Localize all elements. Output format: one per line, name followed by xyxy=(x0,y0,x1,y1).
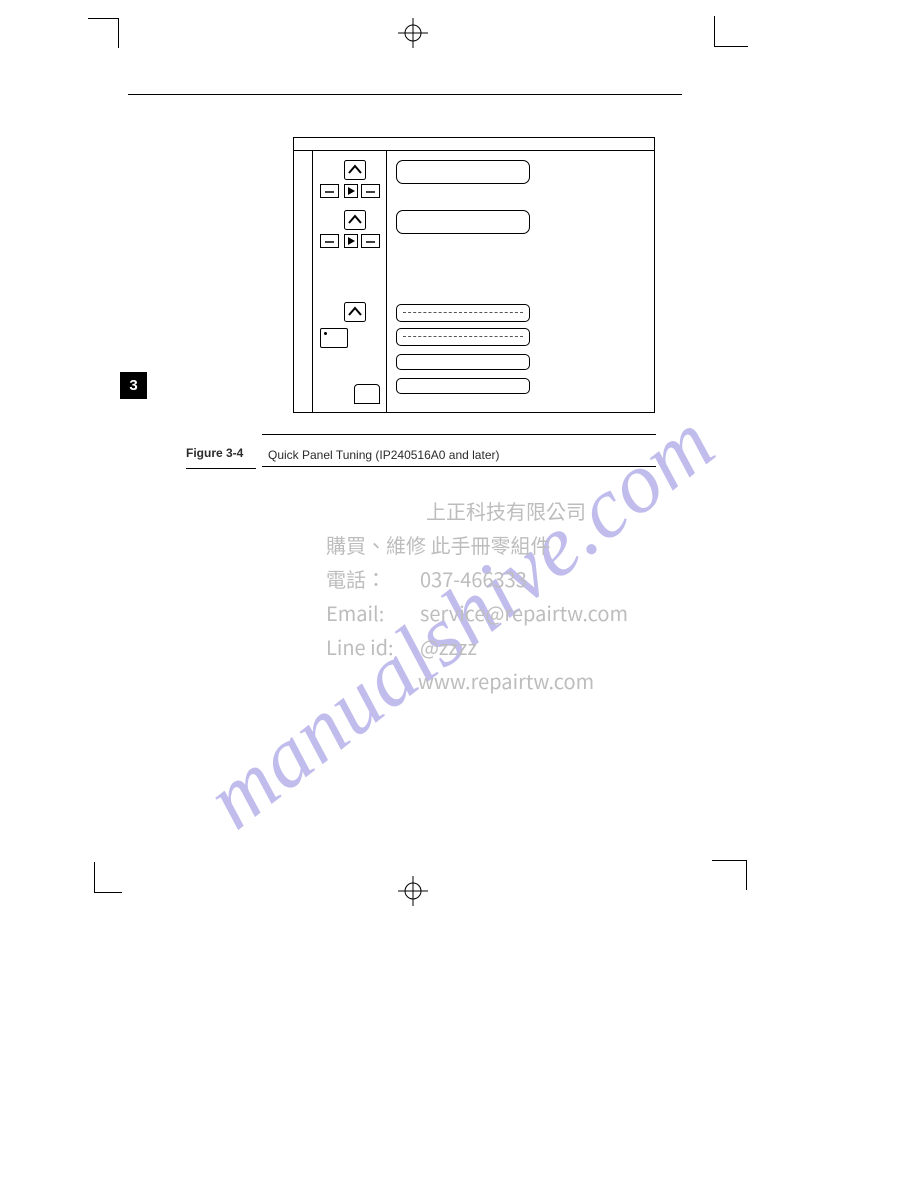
crop-mark-top-left xyxy=(88,18,132,62)
contact-line-label: Line id: xyxy=(326,630,402,664)
end-button[interactable] xyxy=(354,384,380,404)
slim-field[interactable] xyxy=(396,378,530,394)
dashed-field[interactable] xyxy=(396,304,530,322)
figure-caption: Quick Panel Tuning (IP240516A0 and later… xyxy=(268,448,499,462)
contact-phone-label: 電話： xyxy=(326,562,402,596)
dashed-field[interactable] xyxy=(396,328,530,346)
slim-field[interactable] xyxy=(396,354,530,370)
text-field[interactable] xyxy=(396,160,530,184)
contact-email: service@repairtw.com xyxy=(420,596,628,630)
contact-phone: 037-466333 xyxy=(420,562,527,596)
figure-rule xyxy=(262,466,656,467)
minus-button[interactable] xyxy=(320,184,339,198)
arrow-up-button[interactable] xyxy=(344,302,366,322)
transport-controls[interactable] xyxy=(320,234,380,248)
contact-line: @zzzz xyxy=(420,630,477,664)
figure-number: Figure 3-4 xyxy=(186,444,256,469)
chapter-tab: 3 xyxy=(120,372,147,399)
contact-email-label: Email: xyxy=(326,596,402,630)
crop-mark-top-right xyxy=(714,16,758,60)
transport-controls[interactable] xyxy=(320,184,380,198)
minus-button[interactable] xyxy=(361,234,380,248)
figure-rule xyxy=(262,434,656,435)
minus-button[interactable] xyxy=(320,234,339,248)
arrow-up-button[interactable] xyxy=(344,210,366,230)
registration-mark-top xyxy=(398,18,428,48)
panel-fields-column xyxy=(386,150,654,412)
crop-mark-bottom-left xyxy=(94,862,138,906)
text-field[interactable] xyxy=(396,210,530,234)
contact-slogan: 購買、維修 此手冊零組件 xyxy=(326,528,550,562)
contact-website: www.repairtw.com xyxy=(418,664,594,698)
contact-company: 上正科技有限公司 xyxy=(426,494,586,528)
arrow-up-button[interactable] xyxy=(344,160,366,180)
play-icon[interactable] xyxy=(344,234,358,248)
header-rule xyxy=(128,94,682,95)
minus-button[interactable] xyxy=(361,184,380,198)
play-icon[interactable] xyxy=(344,184,358,198)
contact-block: 上正科技有限公司 購買、維修 此手冊零組件 電話： 037-466333 Emai… xyxy=(326,494,686,698)
panel-left-rail xyxy=(294,150,313,412)
registration-mark-bottom xyxy=(398,876,428,906)
option-checkbox[interactable] xyxy=(320,328,348,348)
panel-controls-column xyxy=(312,150,387,412)
crop-mark-bottom-right xyxy=(712,860,756,904)
control-panel-figure xyxy=(293,137,655,413)
